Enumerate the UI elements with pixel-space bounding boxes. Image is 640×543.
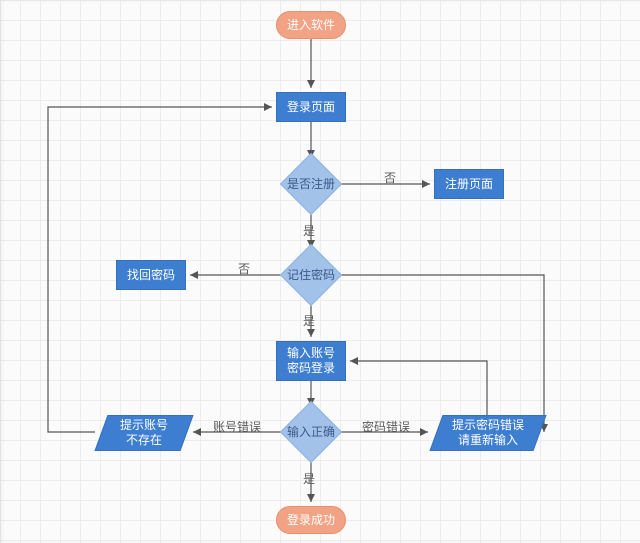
node-success: 登录成功 [276, 506, 346, 534]
node-start: 进入软件 [276, 11, 346, 39]
node-login-page: 登录页面 [276, 92, 346, 122]
node-remember-pwd-label: 记住密码 [289, 253, 333, 297]
node-input-ok: 输入正确 [289, 410, 333, 454]
flowchart-canvas: { "type": "flowchart", "canvas": { "widt… [0, 0, 640, 543]
node-is-registered: 是否注册 [289, 162, 333, 206]
node-register-page: 注册页面 [434, 169, 504, 199]
node-is-registered-label: 是否注册 [289, 162, 333, 206]
edge-label-ok-pwd: 密码错误 [362, 421, 410, 433]
node-input-login: 输入账号 密码登录 [276, 341, 346, 381]
node-register-page-label: 注册页面 [445, 177, 493, 192]
node-pwd-wrong-label: 提示密码错误 请重新输入 [452, 418, 524, 448]
node-success-label: 登录成功 [287, 513, 335, 528]
node-acct-notexist-label: 提示账号 不存在 [120, 418, 168, 448]
node-start-label: 进入软件 [287, 18, 335, 33]
node-find-pwd: 找回密码 [116, 260, 186, 290]
node-acct-notexist: 提示账号 不存在 [94, 415, 193, 451]
node-input-ok-label: 输入正确 [289, 410, 333, 454]
node-login-page-label: 登录页面 [287, 100, 335, 115]
edge-label-ok-acct: 账号错误 [213, 421, 261, 433]
node-pwd-wrong: 提示密码错误 请重新输入 [429, 415, 546, 451]
edge-label-rem-no: 否 [238, 263, 250, 275]
node-input-login-label: 输入账号 密码登录 [287, 346, 335, 376]
edge-label-reg-yes: 是 [303, 225, 315, 237]
edge-label-ok-yes: 是 [303, 473, 315, 485]
node-find-pwd-label: 找回密码 [127, 268, 175, 283]
edge-label-rem-yes: 是 [303, 315, 315, 327]
edge-label-reg-no: 否 [384, 172, 396, 184]
node-remember-pwd: 记住密码 [289, 253, 333, 297]
